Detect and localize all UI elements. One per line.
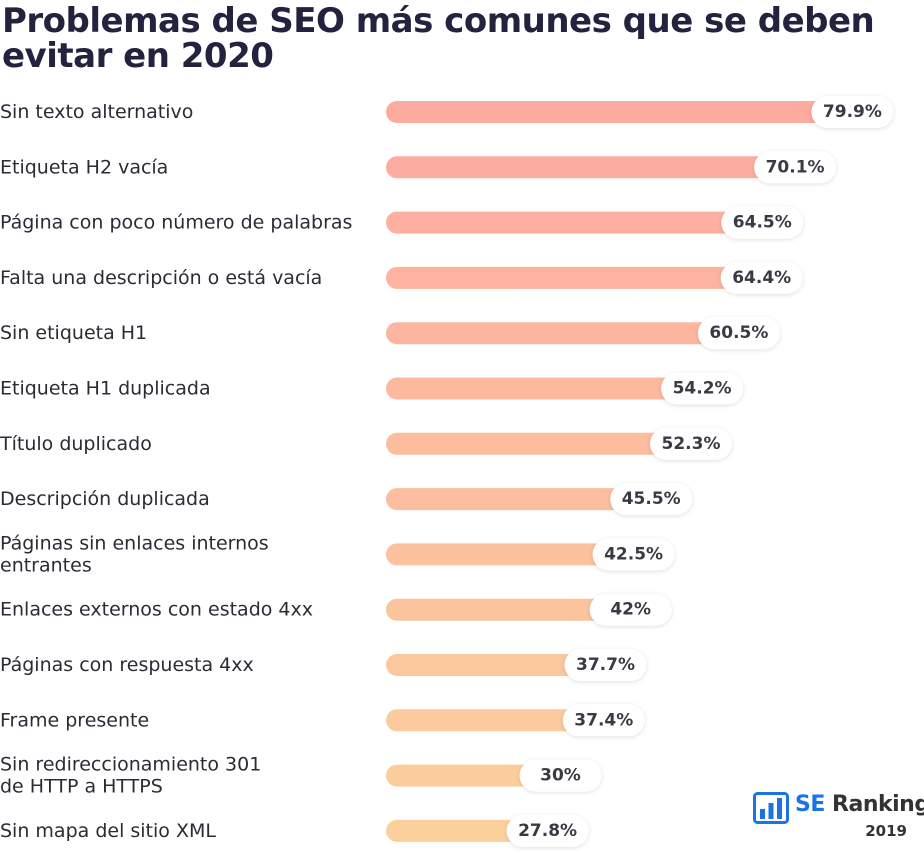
bar: [386, 266, 763, 289]
value-pill: [610, 483, 693, 516]
category-label: Página con poco número de palabras: [0, 212, 352, 234]
category-label: Enlaces externos con estado 4xx: [0, 599, 313, 621]
bar: [386, 709, 605, 732]
bar: [386, 764, 562, 787]
bar: [386, 488, 653, 511]
value-label: 42%: [610, 600, 651, 620]
value-pill: [811, 96, 894, 128]
value-pill: [519, 759, 602, 792]
value-label: 54.2%: [673, 379, 732, 399]
category-label: Sin mapa del sitio XML: [0, 820, 216, 842]
value-pill: [564, 649, 647, 681]
value-pill: [562, 704, 645, 737]
value-label: 70.1%: [766, 157, 825, 177]
brand-name-suffix: Ranking: [832, 792, 924, 817]
value-pill: [720, 261, 803, 294]
value-pill: [592, 538, 675, 571]
brand-year: 2019: [865, 822, 907, 840]
category-label: Descripción duplicada: [0, 488, 210, 510]
brand-name: SE Ranking: [795, 792, 924, 817]
value-pill: [661, 372, 744, 405]
bar: [386, 101, 854, 123]
value-label: 60.5%: [709, 323, 768, 343]
category-label: Etiqueta H1 duplicada: [0, 378, 211, 400]
bar: [386, 432, 692, 455]
value-pill: [506, 814, 589, 847]
category-labels: Sin texto alternativo Etiqueta H2 vacía Pá…: [0, 101, 352, 842]
value-label: 64.5%: [733, 213, 792, 233]
chart-title: Problemas de SEO más comunes que se debe…: [2, 1, 875, 76]
category-label: Páginas con respuesta 4xx: [0, 654, 254, 676]
category-label: Etiqueta H2 vacía: [0, 156, 168, 178]
brand-logo: SE Ranking 2019: [753, 790, 924, 846]
category-label: entrantes: [0, 554, 92, 576]
bar-chart-logo-icon: [753, 792, 789, 824]
bar: [386, 598, 632, 621]
category-label: Título duplicado: [0, 433, 152, 455]
value-label: 37.4%: [574, 710, 633, 730]
value-label: 42.5%: [604, 544, 663, 564]
value-pill: [650, 427, 732, 460]
bar: [386, 322, 740, 345]
value-pill: [589, 593, 672, 626]
category-label: Sin redireccionamiento 301: [0, 754, 261, 776]
category-label: Sin etiqueta H1: [0, 322, 147, 344]
category-label: Sin texto alternativo: [0, 101, 193, 123]
brand-name-prefix: SE: [795, 792, 825, 817]
bar: [386, 377, 704, 400]
category-label: de HTTP a HTTPS: [0, 776, 163, 798]
value-label: 64.4%: [732, 268, 791, 288]
category-label: Páginas sin enlaces internos: [0, 532, 269, 554]
bar: [386, 156, 797, 179]
bars-layer: [386, 101, 854, 842]
bar: [386, 654, 607, 676]
value-label: 52.3%: [662, 434, 721, 454]
value-pill: [697, 317, 780, 350]
value-pill: [721, 206, 804, 239]
value-label: 79.9%: [823, 102, 882, 122]
bar: [386, 543, 635, 566]
value-pill: [754, 151, 837, 184]
value-label: 30%: [540, 766, 581, 786]
bar: [386, 211, 764, 234]
value-label: 45.5%: [622, 489, 681, 509]
value-label: 27.8%: [518, 821, 577, 841]
category-label: Frame presente: [0, 709, 149, 731]
value-label: 37.7%: [576, 655, 635, 675]
category-label: Falta una descripción o está vacía: [0, 267, 322, 289]
value-labels: 79.9% 70.1% 64.5% 64.4% 60.5% 54.2% 52.3% 45.5%…: [506, 96, 894, 847]
